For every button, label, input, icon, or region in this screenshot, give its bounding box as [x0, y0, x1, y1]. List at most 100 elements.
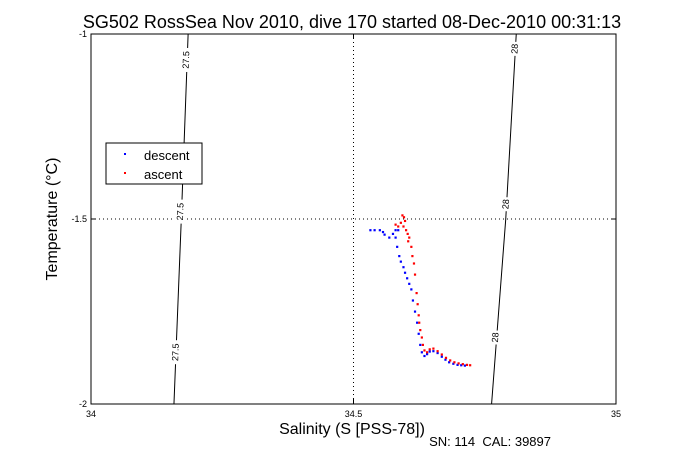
- data-point: [410, 288, 413, 291]
- data-point: [444, 356, 448, 359]
- data-point: [432, 347, 435, 350]
- data-point: [444, 358, 447, 361]
- y-tick-label: -1: [79, 29, 87, 39]
- data-point: [417, 332, 420, 335]
- data-point: [423, 349, 426, 352]
- contour-label-bg: [174, 199, 186, 224]
- data-point: [405, 229, 408, 232]
- contour-label: 28: [509, 43, 520, 54]
- data-point: [402, 216, 406, 219]
- legend-marker-ascent: [124, 172, 126, 174]
- legend-label-ascent: ascent: [144, 167, 183, 182]
- data-point: [388, 236, 391, 239]
- data-point: [411, 299, 415, 302]
- contour-label-bg: [500, 196, 512, 212]
- data-point: [419, 343, 422, 346]
- data-point: [417, 314, 420, 317]
- data-point: [410, 245, 413, 248]
- data-point: [456, 363, 459, 366]
- density-contours: 27.5 27.5 27.5 28 28 28: [170, 33, 521, 405]
- data-point: [397, 229, 400, 232]
- legend-marker-descent: [124, 153, 126, 155]
- data-point: [408, 282, 411, 285]
- data-point: [398, 255, 401, 258]
- data-point: [407, 240, 410, 243]
- data-point: [373, 229, 376, 232]
- data-point: [415, 292, 418, 295]
- data-point: [399, 260, 402, 263]
- data-series: [369, 214, 472, 367]
- y-axis-label: Temperature (°C): [44, 158, 61, 281]
- data-point: [396, 245, 399, 248]
- data-point: [426, 351, 429, 354]
- data-point: [369, 229, 372, 232]
- data-point: [421, 343, 424, 346]
- data-point: [457, 362, 460, 365]
- data-point: [394, 229, 397, 232]
- data-point: [411, 255, 414, 258]
- data-point: [403, 271, 407, 274]
- contour-label: 27.5: [181, 51, 192, 69]
- data-point: [383, 233, 386, 236]
- data-point: [423, 354, 426, 358]
- axis-ticks: 34 34.5 35 -2 -1.5 -1: [71, 29, 621, 419]
- data-point: [420, 351, 423, 354]
- data-point: [416, 321, 419, 324]
- data-point: [401, 214, 404, 217]
- data-point: [391, 232, 395, 235]
- footnote: SN: 114 CAL: 39897: [429, 434, 551, 449]
- legend-box: [105, 142, 203, 185]
- data-point: [394, 223, 397, 226]
- data-point: [408, 236, 411, 239]
- contour-label-bg: [509, 41, 521, 57]
- data-point: [432, 350, 435, 353]
- data-point: [461, 363, 464, 366]
- legend: descent ascent: [105, 142, 203, 185]
- data-point: [402, 266, 405, 269]
- chart-title: SG502 RossSea Nov 2010, dive 170 started…: [83, 12, 621, 32]
- grid-lines: [91, 34, 616, 404]
- x-tick-label: 34: [86, 409, 96, 419]
- data-point: [402, 225, 405, 228]
- data-point: [420, 336, 423, 339]
- y-tick-label: -1.5: [71, 214, 87, 224]
- data-point: [463, 364, 466, 367]
- data-point: [419, 329, 422, 332]
- data-point: [416, 303, 419, 306]
- y-tick-label: -2: [79, 399, 87, 409]
- data-point: [403, 219, 407, 223]
- data-point: [469, 364, 472, 367]
- data-point: [440, 355, 443, 358]
- data-point: [413, 273, 417, 276]
- contour-label-bg: [180, 47, 192, 73]
- data-point: [428, 348, 431, 351]
- data-point: [449, 359, 452, 362]
- data-point: [399, 221, 402, 224]
- data-point: [426, 353, 429, 356]
- data-point: [413, 310, 417, 313]
- contour-label: 28: [500, 199, 511, 210]
- contour-label-bg: [170, 340, 181, 365]
- contour-label: 27.5: [175, 203, 186, 221]
- x-tick-label: 35: [611, 409, 621, 419]
- contour-label: 27.5: [170, 343, 181, 361]
- data-point: [412, 262, 416, 265]
- data-point: [428, 350, 431, 353]
- data-point: [436, 351, 439, 355]
- contour-label-bg: [489, 330, 501, 345]
- data-point: [381, 230, 385, 234]
- data-point: [436, 350, 439, 353]
- data-point: [440, 353, 443, 356]
- series-descent: [369, 229, 466, 367]
- data-point: [406, 277, 409, 280]
- data-point: [452, 362, 455, 365]
- x-tick-label: 34.5: [345, 409, 363, 419]
- data-point: [406, 232, 409, 235]
- legend-label-descent: descent: [144, 148, 190, 163]
- data-point: [397, 225, 400, 228]
- data-point: [418, 321, 421, 324]
- data-point: [448, 361, 451, 364]
- x-axis-label: Salinity (S [PSS-78]): [279, 421, 425, 438]
- data-point: [465, 363, 469, 366]
